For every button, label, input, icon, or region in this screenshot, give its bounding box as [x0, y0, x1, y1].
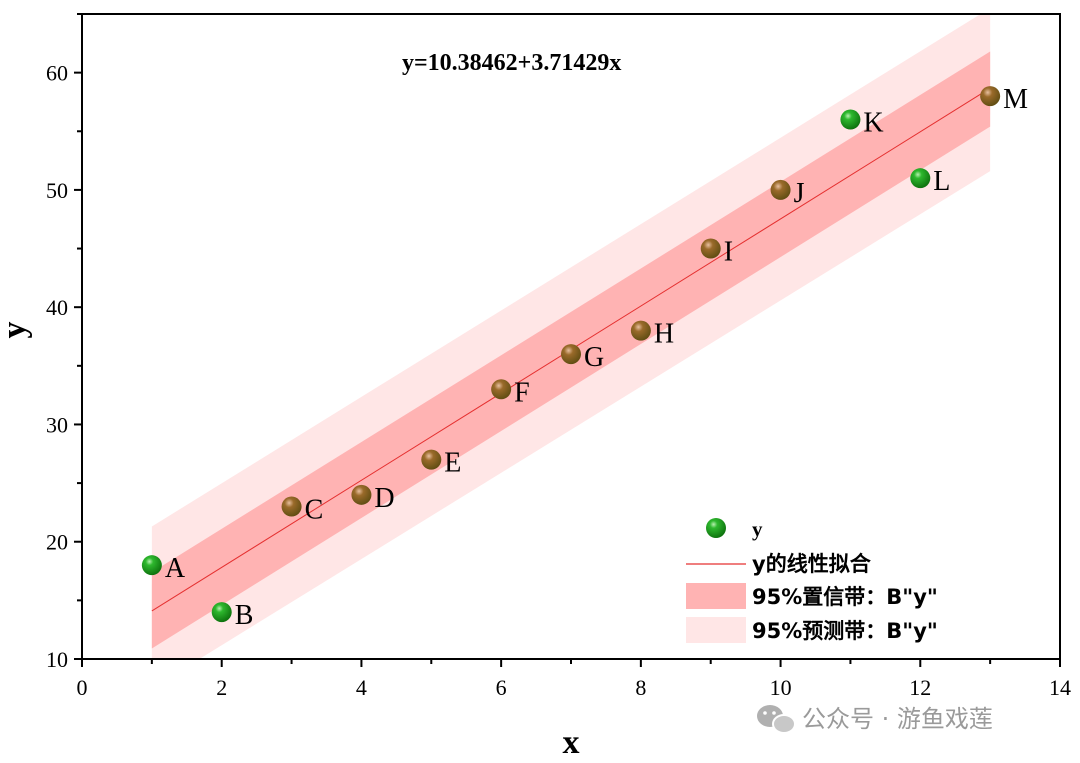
x-tick-labels: 0 2 4 6 8 10 12 14 — [77, 675, 1072, 700]
data-point-e — [421, 449, 442, 470]
x-tick-label: 12 — [909, 675, 931, 700]
fit-equation: y=10.38462+3.71429x — [402, 50, 621, 76]
point-label-d: D — [374, 483, 394, 514]
point-labels: A B C D E F G H I J K L M — [165, 84, 1028, 631]
x-tick-label: 14 — [1049, 675, 1071, 700]
point-label-e: E — [444, 448, 461, 479]
x-tick-label: 8 — [635, 675, 646, 700]
data-point-l — [910, 168, 931, 189]
point-label-j: J — [794, 178, 805, 209]
x-tick-label: 2 — [216, 675, 227, 700]
y-tick-label: 30 — [46, 412, 68, 437]
y-tick-label: 10 — [46, 647, 68, 672]
data-point-i — [700, 238, 721, 259]
point-label-c: C — [305, 495, 324, 526]
legend-entry-prediction: 95%预测带：B"y" — [752, 619, 938, 643]
legend-entry-confidence: 95%置信带：B"y" — [752, 585, 938, 609]
y-tick-labels: 10 20 30 40 50 60 — [46, 61, 68, 672]
point-label-i: I — [724, 237, 733, 268]
legend-entry-fit: y的线性拟合 — [752, 552, 872, 576]
data-point-c — [281, 496, 302, 517]
point-label-g: G — [584, 342, 604, 373]
point-label-l: L — [933, 166, 950, 197]
point-label-f: F — [514, 377, 530, 408]
y-axis-title: y — [0, 322, 33, 339]
data-point-k — [840, 109, 861, 130]
y-tick-label: 40 — [46, 295, 68, 320]
data-point-j — [770, 179, 791, 200]
legend-point-marker — [706, 518, 726, 538]
data-point-b — [211, 602, 232, 623]
point-label-b: B — [235, 600, 254, 631]
point-label-k: K — [863, 108, 883, 139]
data-point-f — [491, 379, 512, 400]
legend: y y的线性拟合 95%置信带：B"y" 95%预测带：B"y" — [686, 517, 938, 643]
y-tick-label: 20 — [46, 530, 68, 555]
point-label-h: H — [654, 319, 674, 350]
axis-ticks — [74, 13, 1061, 667]
x-tick-label: 6 — [496, 675, 507, 700]
data-point-h — [630, 320, 651, 341]
legend-entry-points: y — [752, 517, 763, 541]
x-tick-label: 0 — [77, 675, 88, 700]
point-label-a: A — [165, 553, 186, 584]
data-point-a — [141, 555, 162, 576]
x-tick-label: 10 — [770, 675, 792, 700]
point-label-m: M — [1003, 84, 1028, 115]
watermark-text: 公众号 · 游鱼戏莲 — [802, 705, 993, 733]
data-point-d — [351, 484, 372, 505]
legend-prediction-swatch — [686, 617, 746, 643]
watermark: 公众号 · 游鱼戏莲 — [757, 705, 993, 734]
x-axis-title: x — [563, 724, 580, 761]
data-points — [141, 86, 1001, 623]
wechat-icon — [757, 705, 796, 734]
y-tick-label: 50 — [46, 178, 68, 203]
x-tick-label: 4 — [356, 675, 367, 700]
legend-confidence-swatch — [686, 583, 746, 609]
y-tick-label: 60 — [46, 61, 68, 86]
data-point-m — [980, 86, 1001, 107]
data-point-g — [561, 344, 581, 365]
